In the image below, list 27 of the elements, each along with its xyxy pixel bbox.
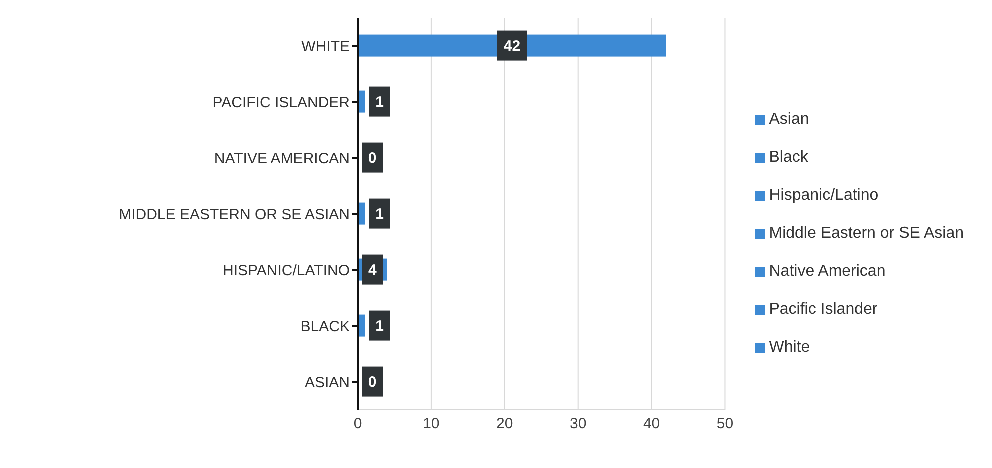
y-tick-label: ASIAN [304,374,350,392]
legend-label: Middle Eastern or SE Asian [769,225,964,242]
legend-label: Native American [769,263,886,280]
x-tick-label: 40 [643,416,660,433]
data-label: 0 [368,150,377,168]
x-tick-label: 10 [423,416,440,433]
y-tick-label: MIDDLE EASTERN OR SE ASIAN [119,206,350,224]
data-label: 0 [368,374,377,392]
data-label: 1 [376,94,384,112]
y-tick-label: NATIVE AMERICAN [214,150,350,168]
data-label: 1 [376,318,384,336]
x-tick-label: 30 [570,416,587,433]
y-tick-label: PACIFIC ISLANDER [212,94,350,112]
data-label: 4 [368,262,378,280]
data-label: 42 [504,38,521,56]
legend-label: Hispanic/Latino [769,187,879,204]
x-tick-label: 20 [496,416,514,433]
legend-label: Black [769,149,808,166]
y-tick-label: HISPANIC/LATINO [223,262,350,280]
x-tick-label: 50 [716,416,734,433]
legend-label: White [769,339,810,356]
y-tick-label: BLACK [300,318,350,336]
legend-label: Asian [769,111,810,128]
x-tick-label: 0 [354,416,362,433]
y-tick-label: WHITE [302,38,350,56]
legend-label: Pacific Islander [769,301,878,318]
data-label: 1 [376,206,384,224]
